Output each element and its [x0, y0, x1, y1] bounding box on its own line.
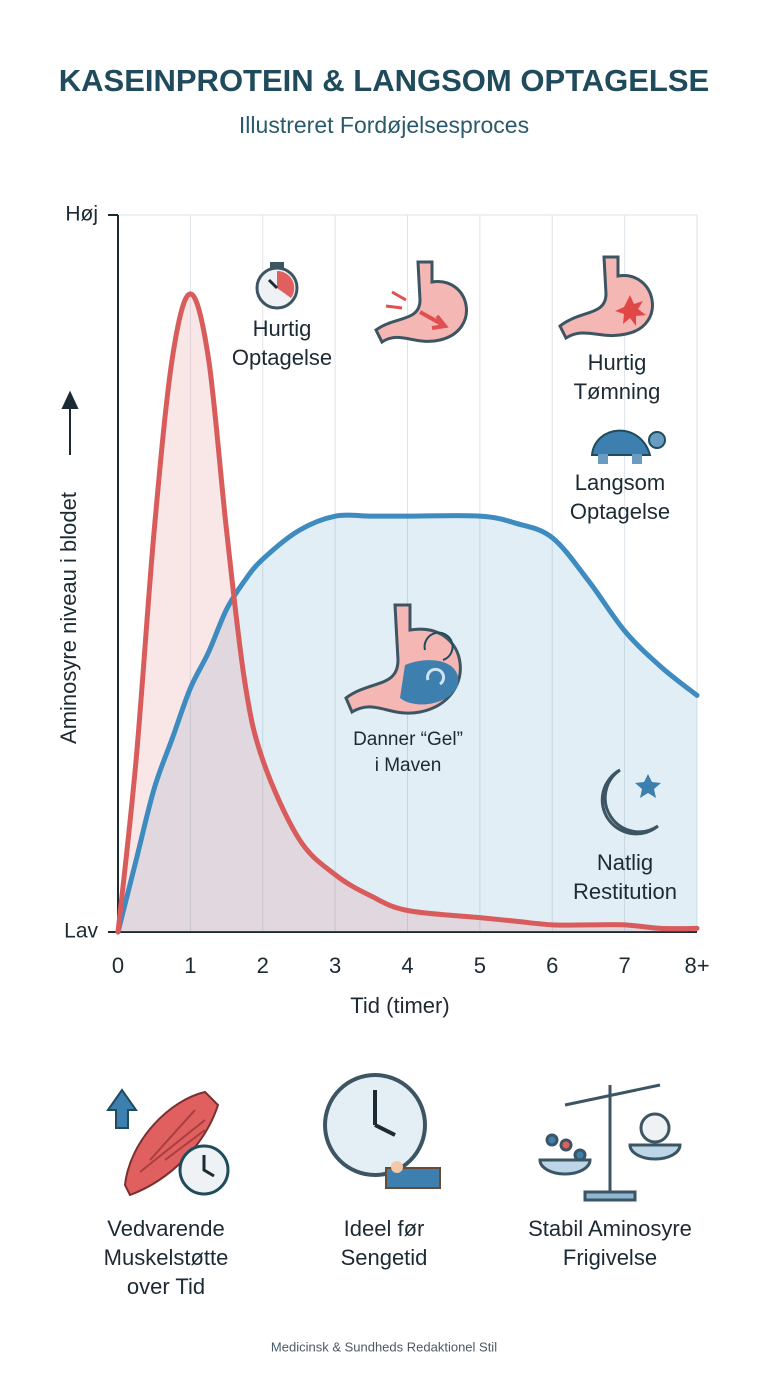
feature-label: Frigivelse — [563, 1245, 657, 1270]
x-tick-label: 3 — [329, 953, 341, 978]
annotation: Optagelse — [232, 345, 332, 370]
y-tick-label: Lav — [64, 920, 98, 943]
annotation: i Maven — [375, 755, 442, 776]
footer: Medicinsk & Sundheds Redaktionel Stil — [271, 1339, 497, 1354]
x-tick-label: 0 — [112, 953, 124, 978]
turtle-icon — [590, 429, 666, 464]
series-area — [118, 293, 697, 932]
x-tick-label: 2 — [257, 953, 269, 978]
feature-label: Muskelstøtte — [104, 1245, 229, 1270]
y-arrow — [61, 390, 79, 455]
x-tick-label: 5 — [474, 953, 486, 978]
series-line — [115, 512, 700, 935]
subtitle: Illustreret Fordøjelsesproces — [239, 112, 529, 138]
annotation: Langsom — [575, 470, 666, 495]
series-area — [118, 515, 697, 932]
annotation: Danner “Gel” — [353, 729, 463, 750]
stomach-icon — [374, 260, 468, 345]
feature-label: over Tid — [127, 1274, 205, 1299]
feature-label: Vedvarende — [107, 1216, 224, 1241]
annotation: Hurtig — [253, 316, 312, 341]
feature-label: Sengetid — [341, 1245, 428, 1270]
stomach-gel-icon — [344, 603, 462, 715]
x-tick-label: 7 — [619, 953, 631, 978]
x-tick-label: 4 — [401, 953, 413, 978]
stomach-icon — [558, 255, 654, 341]
y-tick-label: Høj — [65, 203, 98, 226]
stopwatch-icon — [255, 262, 299, 310]
feature-label: Stabil Aminosyre — [528, 1216, 692, 1241]
title: KASEINPROTEIN & LANGSOM OPTAGELSE — [59, 63, 709, 98]
annotation: Hurtig — [588, 350, 647, 375]
y-axis-title: Aminosyre niveau i blodet — [56, 492, 81, 744]
plot-area: 0 1 2 3 4 5 6 7 8+ Lav Høj — [64, 203, 709, 978]
annotation: Restitution — [573, 879, 677, 904]
moon-icon — [600, 768, 661, 836]
annotation: Tømning — [574, 379, 661, 404]
series-line — [115, 291, 700, 935]
annotation: Natlig — [597, 850, 653, 875]
clock-bed-icon — [323, 1073, 441, 1189]
features: Vedvarende Muskelstøtte over Tid Ideel før S… — [104, 1216, 692, 1299]
muscle-icon — [106, 1088, 230, 1197]
x-axis-title: Tid (timer) — [350, 993, 449, 1018]
feature-label: Ideel før — [344, 1216, 425, 1241]
x-tick-label: 8+ — [684, 953, 709, 978]
x-tick-label: 6 — [546, 953, 558, 978]
scale-icon — [538, 1083, 682, 1202]
x-tick-label: 1 — [184, 953, 196, 978]
annotation: Optagelse — [570, 499, 670, 524]
